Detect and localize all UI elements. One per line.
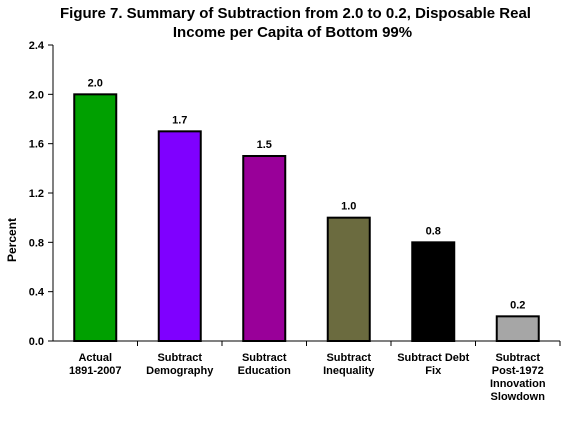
- y-tick-label: 0.4: [29, 287, 45, 299]
- x-tick-label: Education: [238, 365, 291, 377]
- bar: [242, 155, 287, 342]
- y-tick-label: 2.0: [29, 89, 44, 101]
- bar: [411, 241, 456, 342]
- y-tick-label: 0.8: [29, 237, 44, 249]
- data-label: 0.2: [510, 299, 525, 311]
- chart-title: Figure 7. Summary of Subtraction from 2.…: [60, 4, 531, 42]
- data-label: 0.8: [426, 225, 441, 237]
- x-tick-label: Fix: [425, 365, 442, 377]
- x-tick-label: Actual: [78, 352, 112, 364]
- y-tick-label: 1.2: [29, 188, 44, 200]
- x-tick-label: Subtract: [326, 352, 371, 364]
- y-tick-label: 1.6: [29, 139, 44, 151]
- data-label: 1.0: [341, 201, 356, 213]
- data-label: 2.0: [88, 77, 103, 89]
- x-tick-label: Post-1972: [492, 365, 544, 377]
- x-tick-label: 1891-2007: [69, 365, 122, 377]
- bar: [157, 130, 202, 342]
- y-tick-label: 2.4: [29, 40, 45, 52]
- bar: [73, 93, 118, 343]
- x-tick-label: Slowdown: [491, 391, 546, 403]
- x-tick-label: Demography: [146, 365, 214, 377]
- y-axis-label: Percent: [5, 218, 19, 262]
- x-tick-label: Subtract Debt: [397, 352, 469, 364]
- x-tick-label: Subtract: [495, 352, 540, 364]
- data-label: 1.7: [172, 114, 187, 126]
- chart-title-line-1: Figure 7. Summary of Subtraction from 2.…: [60, 5, 531, 22]
- y-tick-label: 0.0: [29, 336, 44, 348]
- x-tick-label: Inequality: [323, 365, 375, 377]
- x-tick-label: Subtract: [242, 352, 287, 364]
- chart-title-line-2: Income per Capita of Bottom 99%: [172, 24, 413, 41]
- bar: [495, 315, 540, 343]
- data-label: 1.5: [257, 139, 272, 151]
- bar: [326, 216, 371, 343]
- x-tick-label: Subtract: [157, 352, 202, 364]
- x-tick-label: Innovation: [490, 378, 546, 390]
